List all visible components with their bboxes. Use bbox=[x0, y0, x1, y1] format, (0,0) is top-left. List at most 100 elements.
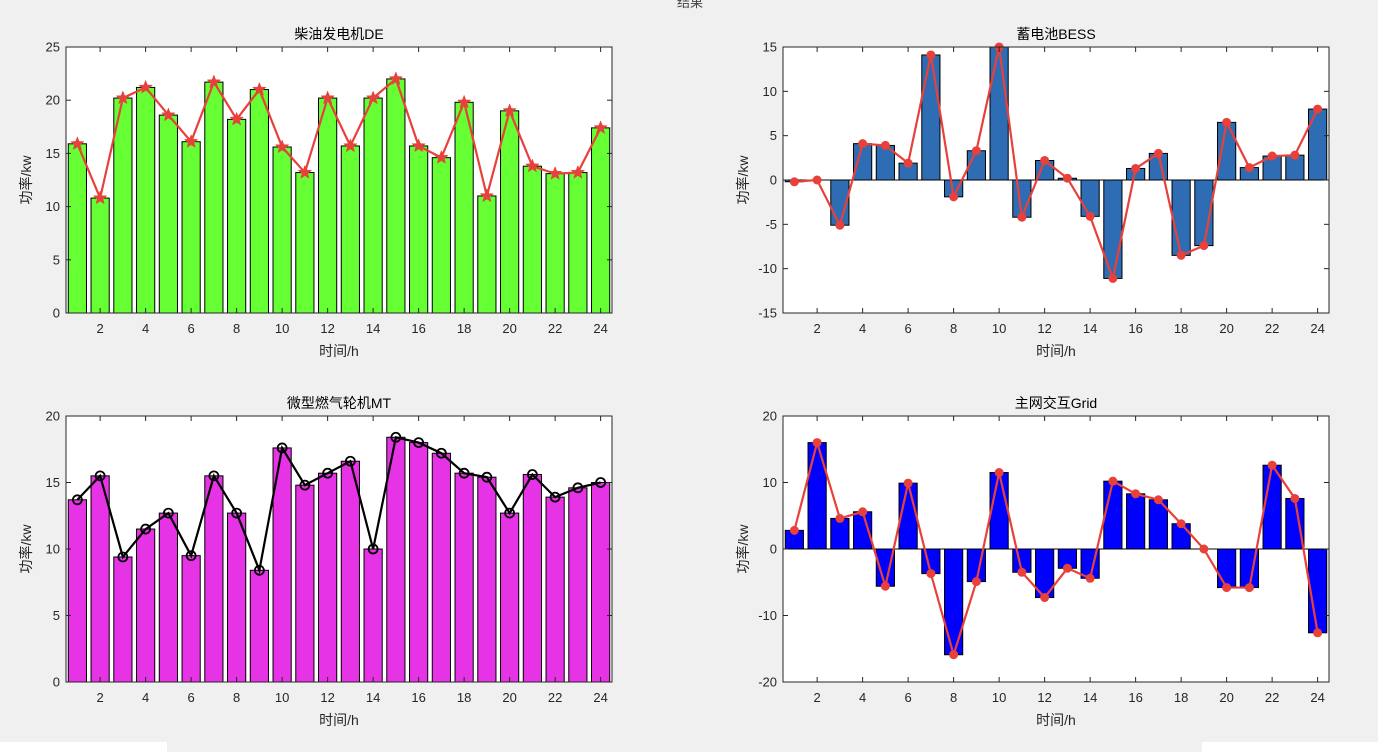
chart3-bar bbox=[67, 499, 87, 683]
chart1-bar bbox=[136, 86, 156, 314]
chart4-point-marker bbox=[1267, 460, 1277, 470]
chart3-x-tick-label: 10 bbox=[275, 690, 289, 705]
chart3-point-marker bbox=[526, 469, 538, 480]
chart3-bar bbox=[545, 496, 565, 683]
chart3-bar bbox=[318, 472, 338, 683]
chart3-point-marker bbox=[595, 477, 607, 488]
chart1-x-tick-label: 2 bbox=[97, 321, 104, 336]
chart3-x-tick-label: 20 bbox=[502, 690, 516, 705]
chart3-y-tick-label: 0 bbox=[53, 675, 60, 690]
chart1-bar bbox=[591, 127, 611, 314]
chart1-axes-frame bbox=[65, 46, 613, 314]
chart1-point-marker bbox=[183, 134, 199, 148]
chart4-point-marker bbox=[1017, 567, 1027, 577]
chart4-point-marker bbox=[1313, 628, 1323, 638]
chart1-point-marker bbox=[593, 120, 608, 135]
chart4-point-marker bbox=[1108, 476, 1118, 486]
chart3-bar bbox=[477, 476, 497, 683]
chart1-y-tick-label: 15 bbox=[46, 146, 60, 161]
chart1-point-marker bbox=[206, 74, 222, 89]
chart2-x-tick-label: 14 bbox=[1083, 321, 1097, 336]
chart1-series-line bbox=[76, 77, 602, 202]
chart1-point-marker bbox=[274, 139, 290, 154]
chart4-x-tick-label: 4 bbox=[859, 690, 866, 705]
chart3-x-tick-label: 6 bbox=[188, 690, 195, 705]
chart4-point-marker bbox=[812, 438, 822, 448]
chart2-point-marker bbox=[880, 140, 890, 150]
chart2-x-tick-label: 24 bbox=[1310, 321, 1324, 336]
chart2-point-marker bbox=[1017, 212, 1027, 222]
chart2-title: 蓄电池BESS bbox=[1016, 26, 1095, 42]
chart4-bar bbox=[944, 548, 964, 656]
chart1-bar bbox=[181, 141, 201, 314]
chart3-y-tick-label: 10 bbox=[46, 542, 60, 557]
chart4-bar bbox=[830, 517, 850, 550]
chart3-point-marker bbox=[481, 471, 493, 483]
chart2-x-tick-label: 22 bbox=[1265, 321, 1279, 336]
chart2-x-tick-label: 12 bbox=[1037, 321, 1051, 336]
chart3-point-marker bbox=[185, 550, 197, 562]
chart3-point-marker bbox=[322, 467, 334, 479]
chart1-bar bbox=[204, 81, 224, 314]
chart3-point-marker bbox=[299, 479, 311, 491]
chart4-point-marker bbox=[1244, 583, 1254, 593]
chart3-point-marker bbox=[276, 442, 288, 454]
chart4-y-tick-label: 0 bbox=[770, 542, 777, 557]
chart2-point-marker bbox=[789, 177, 799, 187]
chart1-bar bbox=[500, 110, 520, 314]
chart3-bar bbox=[454, 472, 474, 683]
chart1-point-marker bbox=[297, 164, 313, 179]
chart3-point-marker bbox=[504, 507, 516, 519]
chart3-x-tick-label: 8 bbox=[233, 690, 240, 705]
chart4-x-tick-label: 24 bbox=[1310, 690, 1324, 705]
chart1-point-marker bbox=[115, 90, 131, 105]
chart3-point-marker bbox=[162, 507, 174, 519]
chart1-y-tick-label: 0 bbox=[53, 306, 60, 321]
chart1-bar bbox=[295, 172, 315, 314]
chart4-x-axis-label: 时间/h bbox=[1036, 712, 1076, 728]
chart3-x-tick-label: 2 bbox=[97, 690, 104, 705]
chart2-y-tick-label: 0 bbox=[770, 173, 777, 188]
chart1-bar bbox=[386, 78, 406, 314]
chart3-y-axis-label: 功率/kw bbox=[18, 524, 34, 574]
chart3-bar bbox=[90, 475, 110, 683]
chart1-x-tick-label: 6 bbox=[188, 321, 195, 336]
chart2-x-tick-label: 18 bbox=[1174, 321, 1188, 336]
chart4-point-marker bbox=[1153, 495, 1163, 505]
chart1-x-axis-label: 时间/h bbox=[319, 343, 359, 359]
chart1-bar bbox=[431, 157, 451, 314]
chart1-x-tick-label: 18 bbox=[457, 321, 471, 336]
chart2-point-marker bbox=[1199, 241, 1209, 251]
chart4-y-tick-label: 20 bbox=[763, 409, 777, 424]
chart2-point-marker bbox=[1222, 117, 1232, 127]
chart4-point-marker bbox=[1222, 583, 1232, 593]
chart4-point-marker bbox=[903, 478, 913, 488]
chart1-bar bbox=[568, 172, 588, 314]
chart1-point-marker bbox=[320, 90, 335, 105]
bottom-strip-left bbox=[0, 742, 167, 752]
chart3-y-tick-label: 5 bbox=[53, 608, 60, 623]
chart3-x-tick-label: 14 bbox=[366, 690, 380, 705]
chart4-x-tick-label: 20 bbox=[1219, 690, 1233, 705]
chart2-y-tick-label: 5 bbox=[770, 128, 777, 143]
chart2-y-tick-label: -5 bbox=[765, 217, 777, 232]
chart3-point-marker bbox=[390, 431, 402, 443]
chart3-bar bbox=[522, 474, 542, 683]
chart2-x-tick-label: 4 bbox=[859, 321, 866, 336]
chart3-point-marker bbox=[549, 491, 561, 503]
chart2-x-tick-label: 16 bbox=[1128, 321, 1142, 336]
chart4-x-tick-label: 10 bbox=[992, 690, 1006, 705]
chart1-x-tick-label: 14 bbox=[366, 321, 380, 336]
chart1-bar bbox=[272, 146, 292, 314]
chart4-bar bbox=[1262, 464, 1282, 550]
chart4-point-marker bbox=[1040, 593, 1050, 603]
chart4-x-tick-label: 2 bbox=[814, 690, 821, 705]
chart3-point-marker bbox=[367, 543, 379, 555]
chart1-point-marker bbox=[92, 190, 108, 205]
chart3-bar bbox=[181, 555, 201, 683]
chart3-point-marker bbox=[117, 551, 129, 563]
chart2-x-tick-label: 2 bbox=[814, 321, 821, 336]
chart4-point-marker bbox=[1131, 489, 1141, 499]
chart3-bar bbox=[500, 512, 520, 683]
